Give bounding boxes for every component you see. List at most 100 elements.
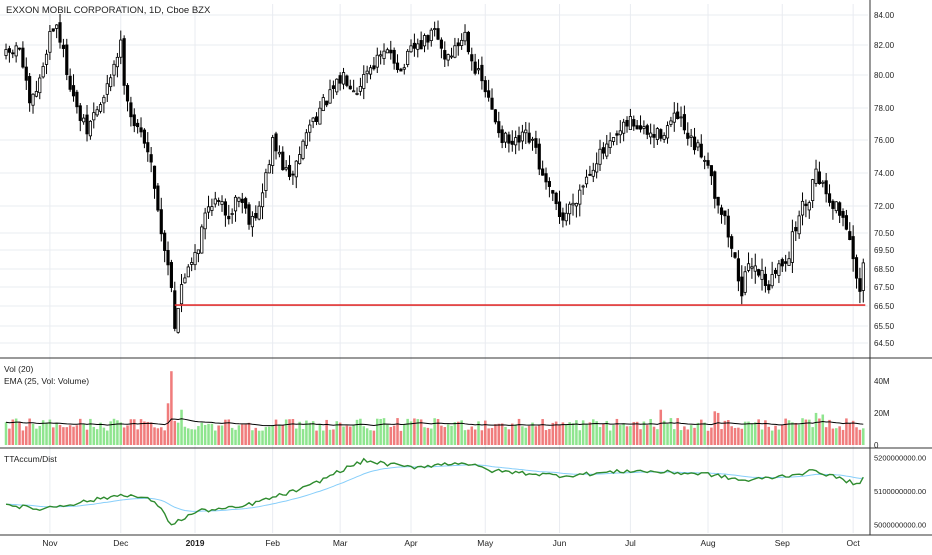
candle[interactable] — [841, 208, 845, 227]
candle[interactable] — [311, 116, 315, 129]
volume-bar[interactable] — [4, 422, 8, 445]
volume-bar[interactable] — [845, 418, 848, 445]
candle[interactable] — [733, 251, 737, 259]
volume-bar[interactable] — [423, 427, 426, 445]
candle[interactable] — [71, 74, 76, 102]
volume-bar[interactable] — [18, 421, 21, 445]
candle[interactable] — [28, 72, 32, 112]
candle[interactable] — [65, 38, 69, 81]
volume-bar[interactable] — [288, 419, 291, 445]
volume-bar[interactable] — [770, 430, 774, 445]
candle[interactable] — [146, 132, 150, 162]
volume-bar[interactable] — [325, 419, 328, 445]
volume-bar[interactable] — [835, 428, 838, 445]
volume-bar[interactable] — [608, 430, 612, 445]
candle[interactable] — [551, 189, 555, 202]
volume-bar[interactable] — [301, 429, 305, 445]
volume-bar[interactable] — [305, 420, 308, 445]
volume-bar[interactable] — [764, 420, 767, 445]
candle[interactable] — [338, 72, 342, 91]
volume-bar[interactable] — [450, 425, 453, 445]
volume-bar[interactable] — [858, 429, 862, 445]
candle[interactable] — [588, 165, 592, 176]
volume-bar[interactable] — [369, 430, 372, 445]
volume-bar[interactable] — [183, 426, 187, 445]
candle[interactable] — [655, 127, 659, 145]
volume-bar[interactable] — [747, 421, 750, 445]
volume-bar[interactable] — [838, 426, 841, 445]
volume-bar[interactable] — [264, 427, 268, 445]
candle[interactable] — [254, 205, 258, 221]
volume-bar[interactable] — [774, 425, 777, 445]
candle[interactable] — [598, 139, 602, 171]
candle[interactable] — [422, 33, 427, 53]
volume-bar[interactable] — [521, 426, 524, 445]
volume-bar[interactable] — [187, 428, 190, 445]
candle[interactable] — [844, 209, 848, 231]
candle[interactable] — [530, 136, 535, 151]
volume-bar[interactable] — [308, 422, 312, 445]
volume-bar[interactable] — [794, 423, 798, 445]
volume-bar[interactable] — [639, 429, 642, 445]
volume-bar[interactable] — [477, 421, 480, 445]
volume-bar[interactable] — [659, 409, 663, 445]
volume-bar[interactable] — [166, 403, 170, 445]
volume-bar[interactable] — [666, 423, 669, 445]
volume-bar[interactable] — [247, 422, 251, 445]
candle[interactable] — [449, 47, 454, 59]
candle[interactable] — [470, 47, 474, 71]
candle[interactable] — [250, 211, 254, 237]
volume-bar[interactable] — [824, 427, 828, 445]
volume-bar[interactable] — [109, 421, 112, 445]
candle[interactable] — [95, 106, 99, 118]
candle[interactable] — [659, 128, 663, 142]
volume-bar[interactable] — [737, 427, 740, 445]
candle[interactable] — [490, 88, 494, 110]
candle[interactable] — [632, 115, 636, 131]
candle[interactable] — [571, 193, 575, 216]
volume-bar[interactable] — [673, 429, 676, 445]
candle[interactable] — [4, 43, 8, 60]
candle[interactable] — [696, 139, 700, 152]
candle[interactable] — [736, 250, 740, 292]
volume-bar[interactable] — [804, 419, 808, 445]
candle[interactable] — [730, 234, 734, 258]
volume-bar[interactable] — [484, 420, 487, 445]
volume-bar[interactable] — [808, 419, 811, 445]
candle[interactable] — [14, 42, 18, 63]
candle[interactable] — [564, 203, 568, 226]
candle[interactable] — [824, 172, 828, 203]
volume-bar[interactable] — [399, 430, 403, 445]
volume-bar[interactable] — [500, 423, 504, 445]
candle[interactable] — [395, 54, 400, 73]
candle[interactable] — [568, 201, 572, 225]
candle[interactable] — [24, 57, 28, 90]
volume-bar[interactable] — [291, 419, 295, 445]
volume-bar[interactable] — [72, 426, 75, 445]
candle[interactable] — [443, 41, 447, 67]
volume-bar[interactable] — [689, 425, 693, 445]
candle[interactable] — [341, 67, 346, 90]
volume-bar[interactable] — [281, 425, 285, 445]
volume-bar[interactable] — [592, 419, 595, 445]
candle[interactable] — [574, 202, 578, 218]
candle[interactable] — [743, 266, 747, 296]
volume-bar[interactable] — [112, 418, 116, 445]
candle[interactable] — [372, 57, 376, 71]
volume-bar[interactable] — [28, 418, 31, 445]
candle[interactable] — [679, 106, 683, 127]
volume-bar[interactable] — [848, 423, 852, 445]
volume-bar[interactable] — [389, 427, 393, 445]
candle[interactable] — [584, 169, 589, 188]
candle[interactable] — [706, 152, 710, 169]
volume-bar[interactable] — [254, 427, 258, 445]
volume-bar[interactable] — [65, 427, 69, 445]
volume-bar[interactable] — [214, 430, 217, 445]
candle[interactable] — [699, 134, 703, 159]
volume-bar[interactable] — [416, 419, 420, 445]
volume-bar[interactable] — [797, 424, 801, 445]
volume-bar[interactable] — [460, 420, 463, 445]
volume-bar[interactable] — [349, 426, 352, 445]
volume-bar[interactable] — [662, 420, 666, 445]
candle[interactable] — [156, 183, 160, 213]
